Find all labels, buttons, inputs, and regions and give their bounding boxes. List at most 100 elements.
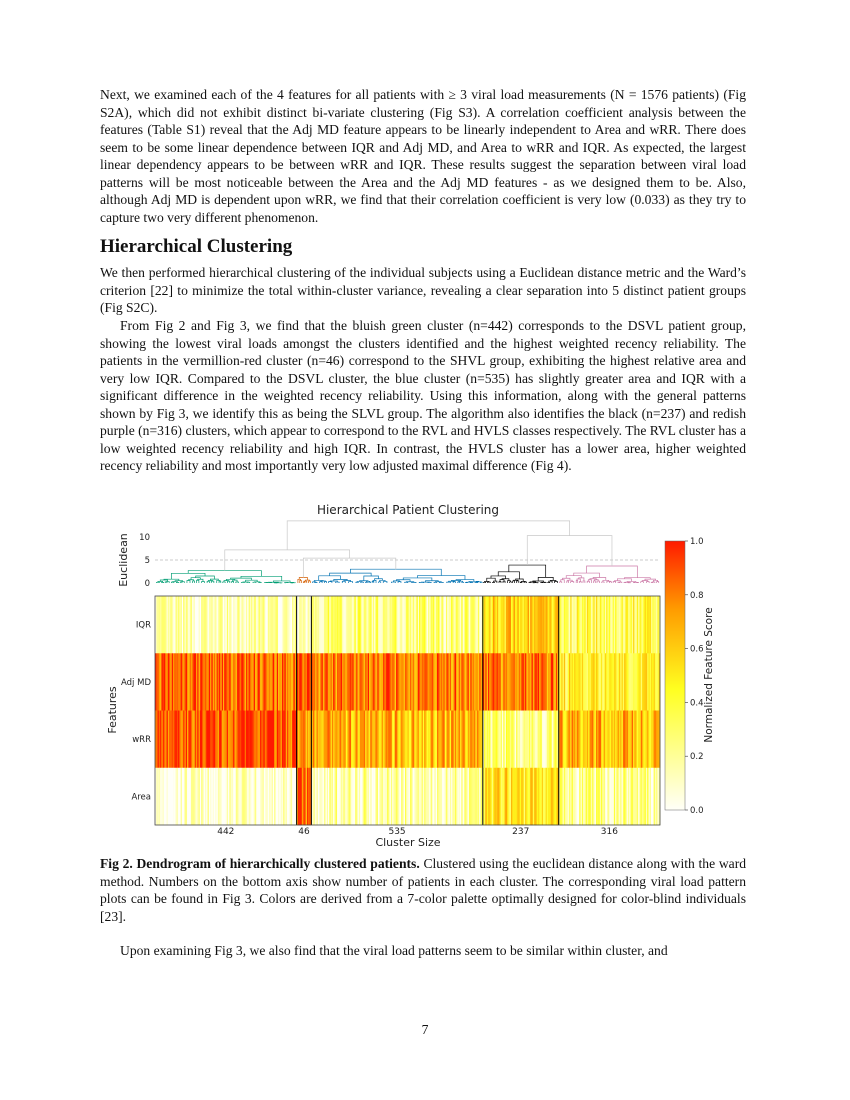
heatmap-cell	[334, 710, 337, 769]
dendrogram-link	[210, 580, 215, 583]
heatmap-cell	[289, 596, 292, 654]
heatmap-frame	[154, 595, 661, 826]
heatmap-cell	[607, 767, 610, 826]
heatmap-cell	[567, 710, 570, 769]
heatmap-cell	[444, 653, 447, 711]
heatmap-cell	[163, 596, 166, 654]
heatmap-cell	[290, 596, 293, 654]
heatmap-cell	[510, 596, 513, 654]
heatmap-cell	[386, 596, 389, 654]
heatmap-cell	[402, 767, 405, 826]
heatmap-cell	[575, 653, 578, 711]
heatmap-cell	[499, 710, 502, 769]
heatmap-cell	[495, 767, 498, 826]
heatmap-cell	[170, 767, 173, 826]
heatmap-cell	[202, 596, 205, 654]
heatmap-cell	[586, 767, 589, 826]
heatmap-cell	[315, 710, 317, 769]
heatmap-cell	[160, 653, 162, 711]
dendrogram-link	[417, 575, 466, 580]
heatmap-cell	[156, 710, 158, 769]
heatmap-cell	[485, 653, 488, 711]
heatmap-cell	[272, 596, 275, 654]
heatmap-cell	[656, 596, 658, 654]
heatmap-cell	[194, 767, 197, 826]
heatmap-cell	[225, 653, 228, 711]
heatmap-cell	[337, 653, 339, 711]
heatmap-cell	[563, 596, 566, 654]
heatmap-cell	[386, 653, 389, 711]
dendrogram-link	[499, 579, 505, 582]
heatmap-cell	[249, 767, 252, 826]
heatmap-cell	[633, 767, 635, 826]
heatmap-cell	[555, 653, 558, 711]
heatmap-cell	[267, 653, 270, 711]
heatmap-cell	[206, 653, 208, 711]
heatmap-cell	[403, 767, 406, 826]
heatmap-cell	[226, 653, 229, 711]
heatmap-cell	[519, 710, 522, 769]
dendrogram-link	[171, 572, 206, 580]
heatmap-cell	[476, 596, 479, 654]
heatmap-cell	[183, 653, 185, 711]
heatmap-cell	[371, 710, 374, 769]
heatmap-cell	[203, 596, 206, 654]
heatmap-cell	[199, 767, 202, 826]
heatmap-cell	[412, 767, 415, 826]
heatmap-cell	[287, 710, 289, 769]
heatmap-cell	[622, 596, 625, 654]
heatmap-cell	[420, 767, 422, 826]
heatmap-cell	[356, 767, 358, 826]
heatmap-cell	[599, 767, 602, 826]
heatmap-cell	[338, 653, 340, 711]
heatmap-cell	[550, 653, 553, 711]
heatmap-cell	[472, 596, 475, 654]
heatmap-cell	[322, 653, 325, 711]
heatmap-cell	[467, 596, 470, 654]
heatmap-cell	[430, 653, 433, 711]
heatmap-cell	[392, 710, 394, 769]
heatmap-cell	[158, 596, 161, 654]
heatmap-cell	[541, 710, 544, 769]
heatmap-cell	[238, 653, 240, 711]
heatmap-cell	[395, 653, 398, 711]
heatmap-cell	[652, 653, 654, 711]
heatmap-cell	[408, 653, 411, 711]
heatmap-cell	[274, 767, 276, 826]
heatmap-cell	[508, 710, 511, 769]
heatmap-cell	[393, 710, 396, 769]
heatmap-cell	[290, 710, 293, 769]
heatmap-cell	[528, 710, 531, 769]
heatmap-cell	[584, 653, 587, 711]
heatmap-cell	[608, 710, 611, 769]
heatmap-cell	[617, 767, 620, 826]
heatmap-cell	[379, 653, 381, 711]
dendrogram-y-tick: 5	[145, 556, 150, 566]
heatmap-cell	[554, 767, 557, 826]
heatmap-cell	[296, 710, 299, 769]
heatmap-cell	[342, 767, 344, 826]
heatmap-cell	[174, 653, 176, 711]
heatmap-cell	[367, 653, 370, 711]
heatmap-cell	[301, 653, 304, 711]
heatmap-cell	[228, 767, 230, 826]
heatmap-cell	[196, 767, 198, 826]
heatmap-cell	[611, 710, 613, 769]
heatmap-cell	[518, 710, 521, 769]
dendrogram-link	[227, 580, 231, 583]
heatmap-cell	[275, 710, 278, 769]
heatmap-cell	[602, 710, 605, 769]
heatmap-cell	[589, 710, 592, 769]
heatmap-cell	[463, 767, 466, 826]
heatmap-cell	[579, 653, 581, 711]
heatmap-cell	[557, 653, 559, 711]
heatmap-cell	[521, 767, 523, 826]
heatmap-cell	[388, 596, 390, 654]
heatmap-cell	[575, 596, 578, 654]
heatmap-cell	[334, 653, 337, 711]
heatmap-cell	[342, 710, 344, 769]
heatmap-cell	[199, 710, 202, 769]
heatmap-cell	[534, 653, 536, 711]
heatmap-cell	[217, 653, 220, 711]
heatmap-cell	[562, 653, 565, 711]
